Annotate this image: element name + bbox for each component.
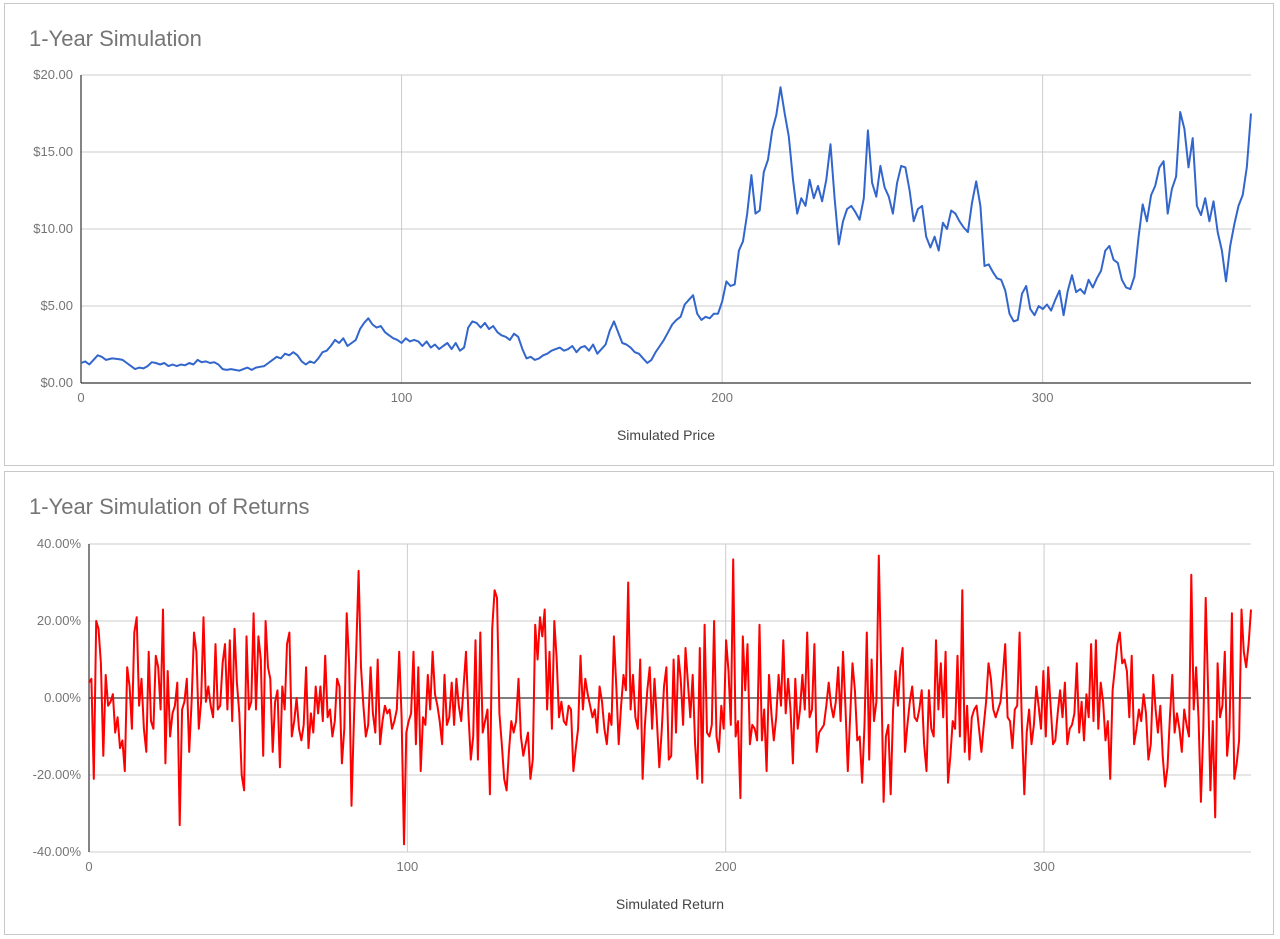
chart-title: 1-Year Simulation of Returns — [29, 494, 310, 519]
y-tick-label: 0.00% — [44, 690, 81, 705]
x-tick-label: 300 — [1033, 859, 1055, 874]
price-chart-panel: 1-Year Simulation $0.00 $5.00 $10.00 $15.00… — [4, 3, 1274, 466]
series-line — [80, 86, 1252, 372]
y-tick-label: $0.00 — [40, 375, 73, 390]
y-tick-label: -20.00% — [33, 767, 82, 782]
y-tick-label: $20.00 — [33, 67, 73, 82]
x-tick-label: 300 — [1032, 390, 1054, 405]
x-tick-label: 100 — [397, 859, 419, 874]
x-tick-label: 100 — [391, 390, 413, 405]
x-tick-label: 200 — [711, 390, 733, 405]
y-tick-label: -40.00% — [33, 844, 82, 859]
x-tick-label: 0 — [85, 859, 92, 874]
y-tick-label: $10.00 — [33, 221, 73, 236]
price-chart: $0.00 $5.00 $10.00 $15.00 $20.00 0 100 200 300 Si… — [33, 67, 1252, 443]
x-axis-title: Simulated Price — [617, 427, 715, 443]
y-tick-label: $15.00 — [33, 144, 73, 159]
x-axis-title: Simulated Return — [616, 896, 724, 912]
y-tick-label: 20.00% — [37, 613, 82, 628]
y-tick-label: $5.00 — [40, 298, 73, 313]
series-line — [88, 554, 1252, 846]
x-tick-label: 0 — [77, 390, 84, 405]
y-tick-label: 40.00% — [37, 536, 82, 551]
returns-chart-panel: 1-Year Simulation of Returns -40.00% -20.… — [4, 471, 1274, 935]
returns-chart: -40.00% -20.00% 0.00% 20.00% 40.00% 0 100 200 30… — [33, 536, 1252, 912]
x-tick-label: 200 — [715, 859, 737, 874]
chart-title: 1-Year Simulation — [29, 26, 202, 51]
